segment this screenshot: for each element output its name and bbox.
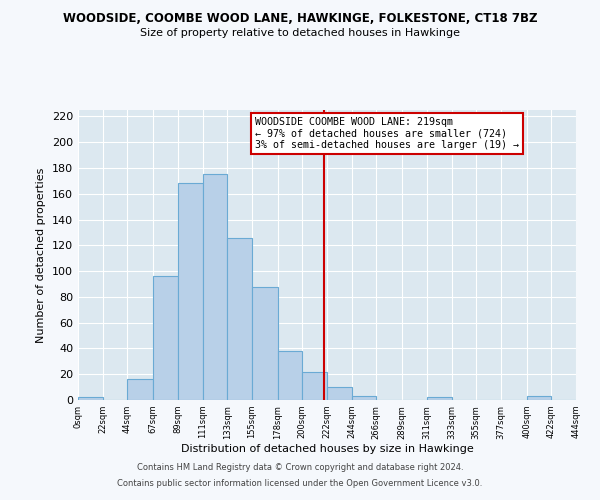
Bar	[178, 184, 203, 400]
Bar	[302, 372, 327, 400]
Bar	[203, 174, 227, 400]
Bar	[252, 286, 278, 400]
Text: Contains public sector information licensed under the Open Government Licence v3: Contains public sector information licen…	[118, 478, 482, 488]
Bar	[153, 276, 178, 400]
Text: WOODSIDE COOMBE WOOD LANE: 219sqm
← 97% of detached houses are smaller (724)
3% : WOODSIDE COOMBE WOOD LANE: 219sqm ← 97% …	[255, 117, 519, 150]
Bar	[127, 380, 153, 400]
X-axis label: Distribution of detached houses by size in Hawkinge: Distribution of detached houses by size …	[181, 444, 473, 454]
Bar	[527, 396, 551, 400]
Bar	[327, 387, 352, 400]
Bar	[427, 398, 452, 400]
Text: WOODSIDE, COOMBE WOOD LANE, HAWKINGE, FOLKESTONE, CT18 7BZ: WOODSIDE, COOMBE WOOD LANE, HAWKINGE, FO…	[63, 12, 537, 26]
Bar	[78, 398, 103, 400]
Text: Contains HM Land Registry data © Crown copyright and database right 2024.: Contains HM Land Registry data © Crown c…	[137, 464, 463, 472]
Bar	[278, 351, 302, 400]
Y-axis label: Number of detached properties: Number of detached properties	[37, 168, 46, 342]
Bar	[227, 238, 252, 400]
Text: Size of property relative to detached houses in Hawkinge: Size of property relative to detached ho…	[140, 28, 460, 38]
Bar	[352, 396, 376, 400]
